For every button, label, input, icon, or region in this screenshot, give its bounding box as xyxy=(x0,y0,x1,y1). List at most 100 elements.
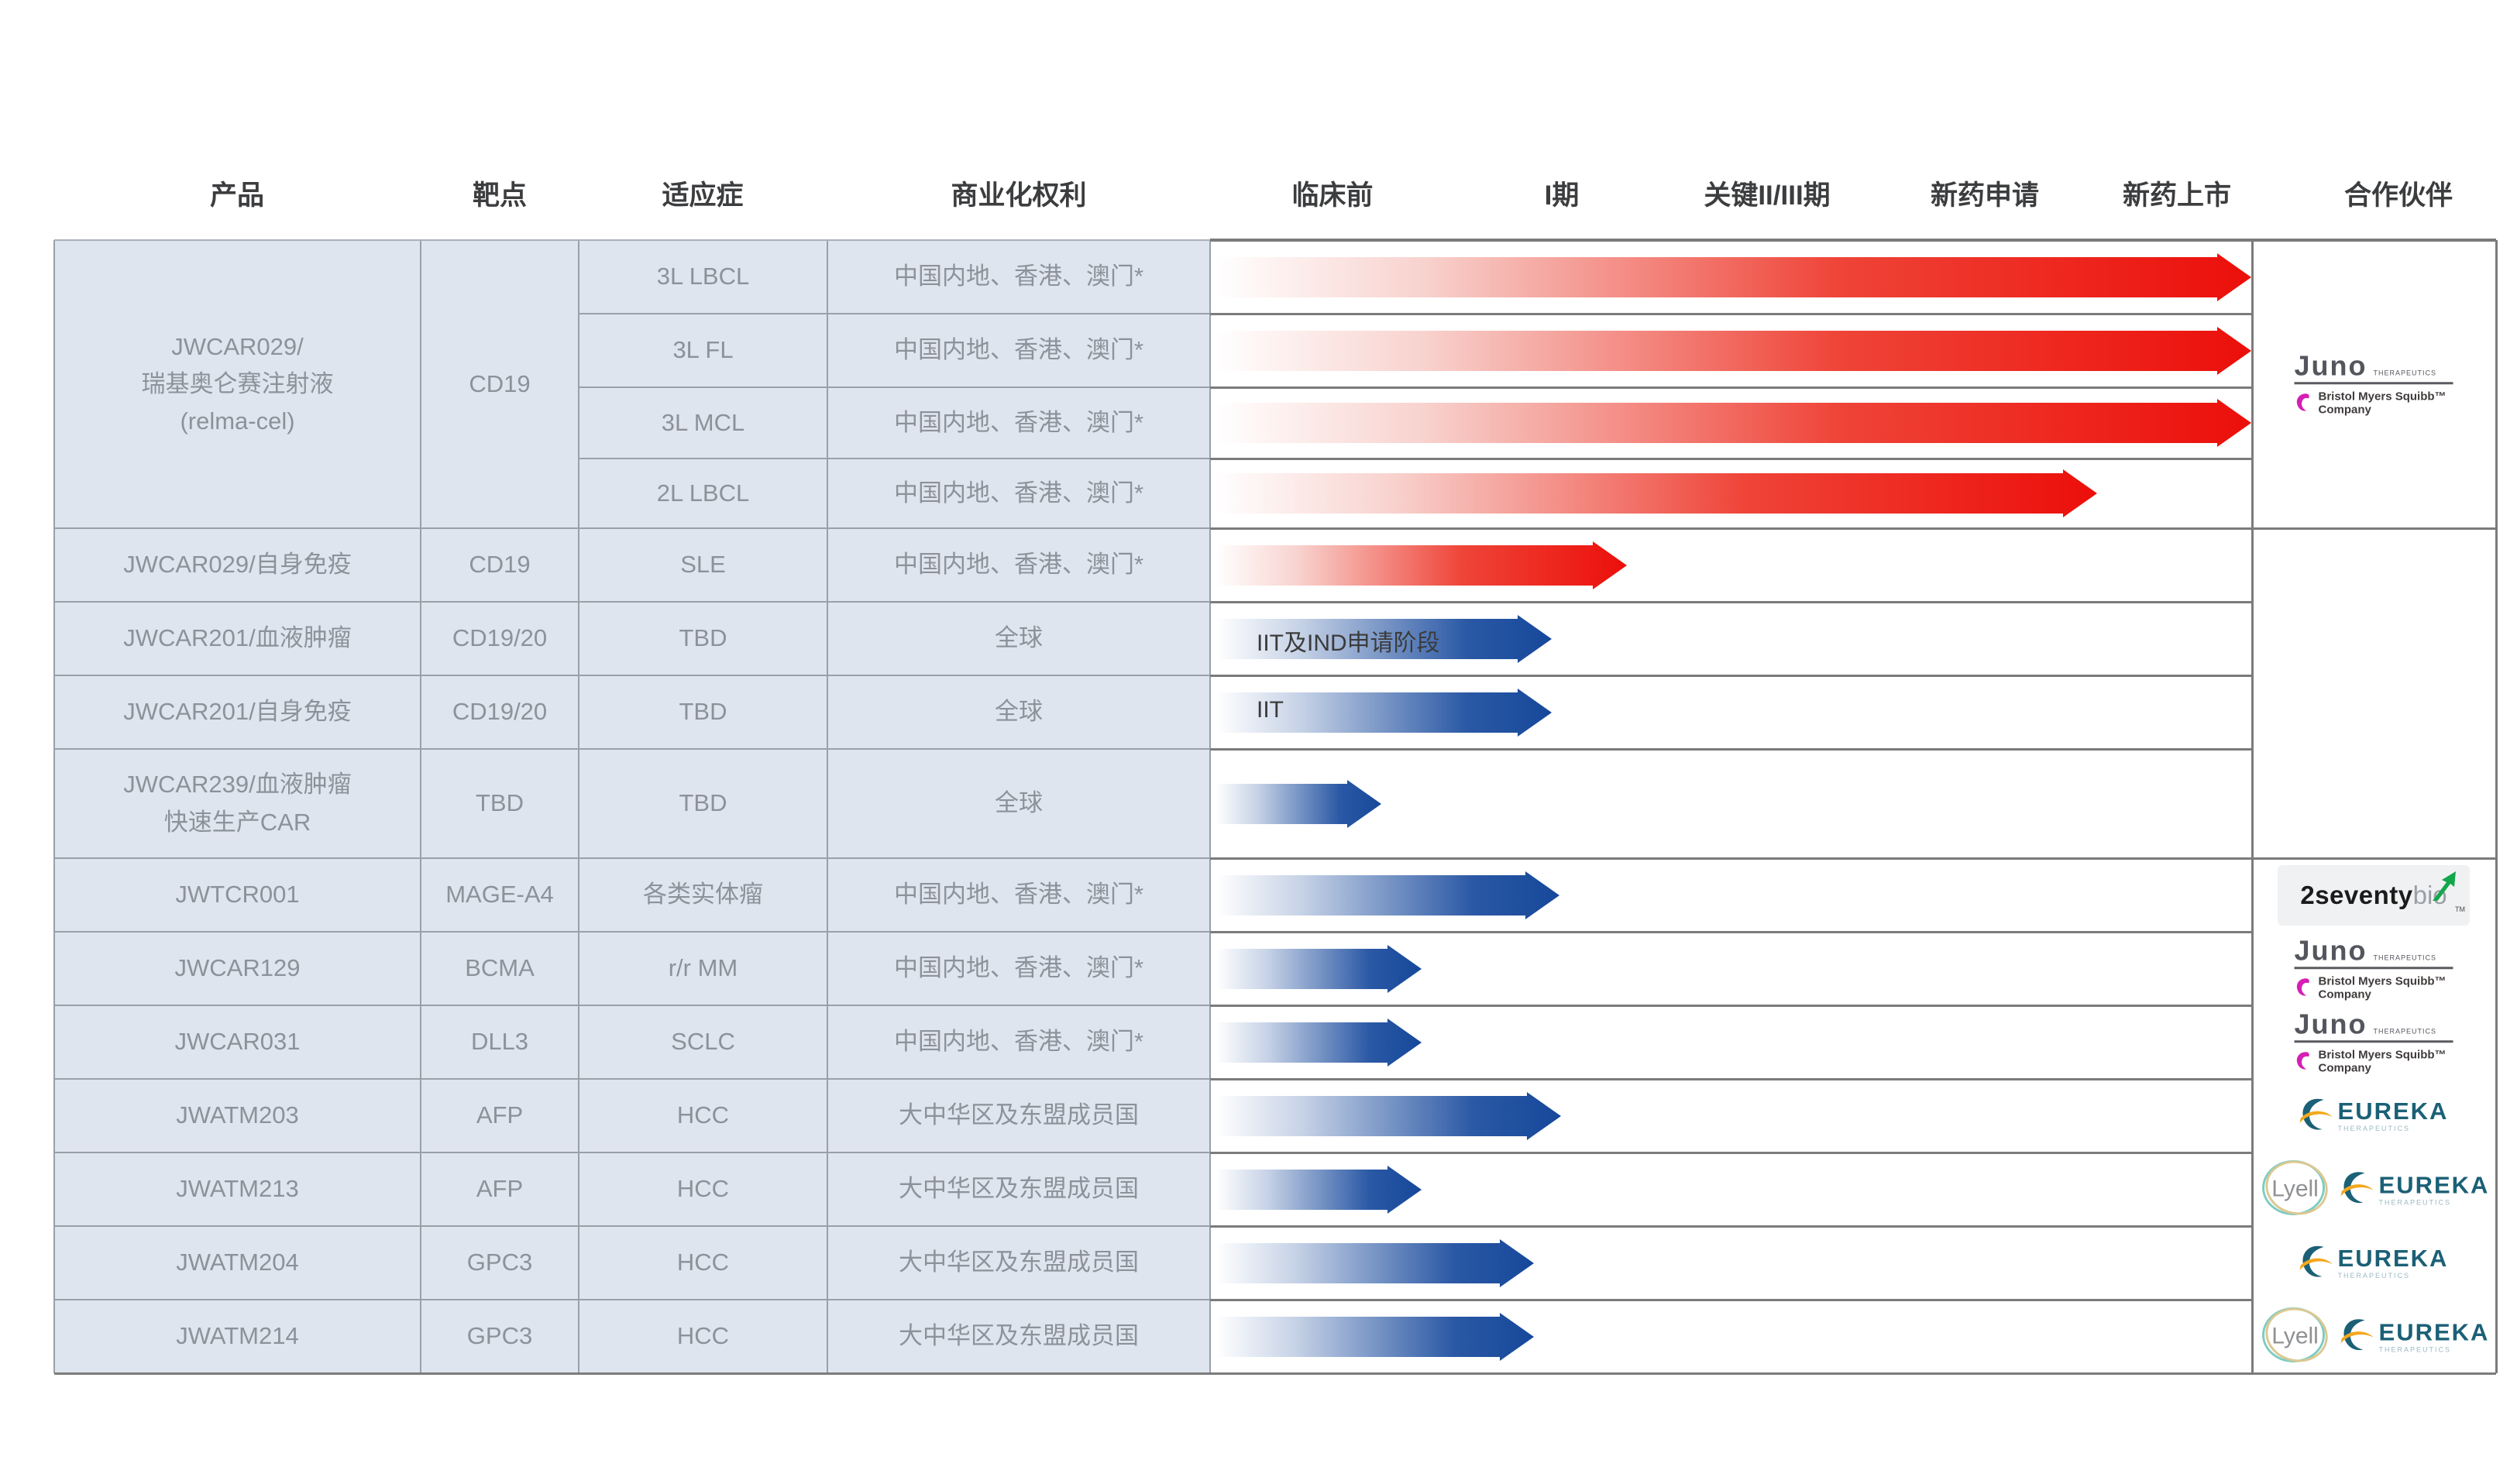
pipeline-bar-red xyxy=(1216,469,2097,517)
product-cell: JWCAR031 xyxy=(174,1028,301,1056)
pipeline-bar-red xyxy=(1216,327,2251,375)
pipeline-bar-blue xyxy=(1216,780,1381,828)
phase-row-divider xyxy=(1210,386,2252,389)
target-cell: DLL3 xyxy=(470,1028,529,1056)
pipeline-bar-blue xyxy=(1216,1313,1534,1361)
indication-cell: 2L LBCL xyxy=(656,479,750,507)
rights-cell: 中国内地、香港、澳门* xyxy=(893,408,1144,436)
2seventybio-logo: 2seventy bio TM xyxy=(2278,864,2470,926)
indication-cell: TBD xyxy=(679,698,727,726)
row-divider xyxy=(579,458,1210,459)
row-divider xyxy=(54,1152,1210,1153)
column-divider xyxy=(1209,240,1211,1373)
rights-cell: 中国内地、香港、澳门* xyxy=(893,881,1144,909)
product-cell: JWATM204 xyxy=(176,1249,299,1276)
target-cell: AFP xyxy=(476,1101,524,1129)
rights-cell: 全球 xyxy=(995,624,1043,652)
phase-row-divider xyxy=(1210,527,2252,530)
rights-cell: 中国内地、香港、澳门* xyxy=(893,1028,1144,1056)
row-divider xyxy=(54,1005,1210,1006)
target-cell: CD19 xyxy=(469,551,531,579)
table-right-border xyxy=(2495,240,2498,1373)
product-cell: JWCAR029/瑞基奥仑赛注射液 (relma-cel) xyxy=(141,332,334,435)
product-cell: JWATM203 xyxy=(176,1101,299,1129)
phase-header: I期 xyxy=(1544,180,1580,211)
eureka-therapeutics-logo: EUREKA THERAPEUTICS xyxy=(2340,1316,2490,1358)
target-cell: GPC3 xyxy=(466,1322,533,1350)
column-divider xyxy=(827,240,828,1373)
column-divider xyxy=(53,240,55,1373)
phase-row-divider xyxy=(1210,1005,2252,1007)
phase-row-divider xyxy=(1210,1225,2252,1228)
target-cell: CD19/20 xyxy=(452,624,548,652)
eureka-mark-icon xyxy=(2340,1319,2374,1351)
green-arrow-icon xyxy=(2433,871,2456,901)
lyell-logo: Lyell xyxy=(2258,1154,2333,1225)
phase-header: 新药上市 xyxy=(2122,180,2232,211)
eureka-mark-icon xyxy=(2340,1172,2374,1204)
rights-cell: 大中华区及东盟成员国 xyxy=(899,1175,1139,1203)
column-header: 适应症 xyxy=(662,180,744,211)
rights-cell: 全球 xyxy=(995,698,1043,726)
juno-bristol-myers-squibb-logo: Juno THERAPEUTICS Bristol Myers Squibb™ Co… xyxy=(2294,352,2453,417)
column-divider xyxy=(578,240,579,1373)
indication-cell: 3L MCL xyxy=(661,408,745,436)
partner-column-divider xyxy=(2251,240,2254,1373)
juno-bristol-myers-squibb-logo: Juno THERAPEUTICS Bristol Myers Squibb™ Co… xyxy=(2294,1009,2453,1075)
pipeline-bar-red xyxy=(1216,399,2251,447)
juno-bristol-myers-squibb-logo: Juno THERAPEUTICS Bristol Myers Squibb™ Co… xyxy=(2294,936,2453,1001)
bar-stage-label: IIT及IND申请阶段 xyxy=(1257,630,1440,656)
eureka-therapeutics-logo: EUREKA THERAPEUTICS xyxy=(2299,1095,2449,1137)
indication-cell: HCC xyxy=(676,1249,730,1276)
phase-area-top-border xyxy=(1210,239,2496,242)
rights-cell: 大中华区及东盟成员国 xyxy=(899,1101,1139,1129)
phase-row-divider xyxy=(1210,748,2252,751)
indication-cell: HCC xyxy=(676,1175,730,1203)
row-divider xyxy=(54,601,1210,603)
row-divider xyxy=(54,857,1210,859)
indication-cell: 各类实体瘤 xyxy=(643,881,763,909)
pipeline-bar-blue xyxy=(1216,689,1552,737)
pipeline-bar-blue xyxy=(1216,1019,1422,1067)
row-divider xyxy=(54,1299,1210,1300)
phase-header: 新药申请 xyxy=(1930,180,2040,211)
rights-cell: 中国内地、香港、澳门* xyxy=(893,479,1144,507)
partner-cell-divider xyxy=(2252,857,2496,860)
eureka-therapeutics-logo: EUREKA THERAPEUTICS xyxy=(2299,1242,2449,1284)
indication-cell: 3L LBCL xyxy=(656,263,750,290)
column-header: 产品 xyxy=(209,180,265,211)
left-table-top-border xyxy=(54,239,1210,241)
partner-logo-group: Lyell EUREKA THERAPEUTICS xyxy=(2258,1301,2490,1372)
bms-hand-icon xyxy=(2296,393,2309,411)
indication-cell: HCC xyxy=(676,1101,730,1129)
rights-cell: 中国内地、香港、澳门* xyxy=(893,954,1144,982)
phase-row-divider xyxy=(1210,601,2252,603)
rights-cell: 全球 xyxy=(995,789,1043,817)
target-cell: CD19 xyxy=(469,369,531,397)
phase-row-divider xyxy=(1210,675,2252,677)
row-divider xyxy=(54,748,1210,750)
product-cell: JWATM214 xyxy=(176,1322,299,1350)
pipeline-bar-blue xyxy=(1216,871,1559,919)
eureka-mark-icon xyxy=(2299,1245,2333,1277)
row-divider xyxy=(54,527,1210,529)
product-cell: JWATM213 xyxy=(176,1175,299,1203)
phase-row-divider xyxy=(1210,313,2252,315)
row-divider xyxy=(54,1078,1210,1080)
phase-header: 临床前 xyxy=(1291,180,1374,211)
bms-hand-icon xyxy=(2296,978,2309,996)
partner-header: 合作伙伴 xyxy=(2343,180,2453,211)
pipeline-bar-blue xyxy=(1216,1239,1534,1287)
table-bottom-border xyxy=(54,1372,2496,1375)
row-divider xyxy=(54,931,1210,933)
lyell-logo: Lyell xyxy=(2258,1301,2333,1372)
column-divider xyxy=(420,240,421,1373)
rights-cell: 中国内地、香港、澳门* xyxy=(893,263,1144,290)
product-cell: JWCAR201/自身免疫 xyxy=(123,698,352,726)
column-header: 商业化权利 xyxy=(951,180,1087,211)
phase-row-divider xyxy=(1210,458,2252,460)
pipeline-bar-blue xyxy=(1216,945,1422,993)
rights-cell: 大中华区及东盟成员国 xyxy=(899,1249,1139,1276)
svg-text:Lyell: Lyell xyxy=(2271,1323,2319,1348)
target-cell: GPC3 xyxy=(466,1249,533,1276)
